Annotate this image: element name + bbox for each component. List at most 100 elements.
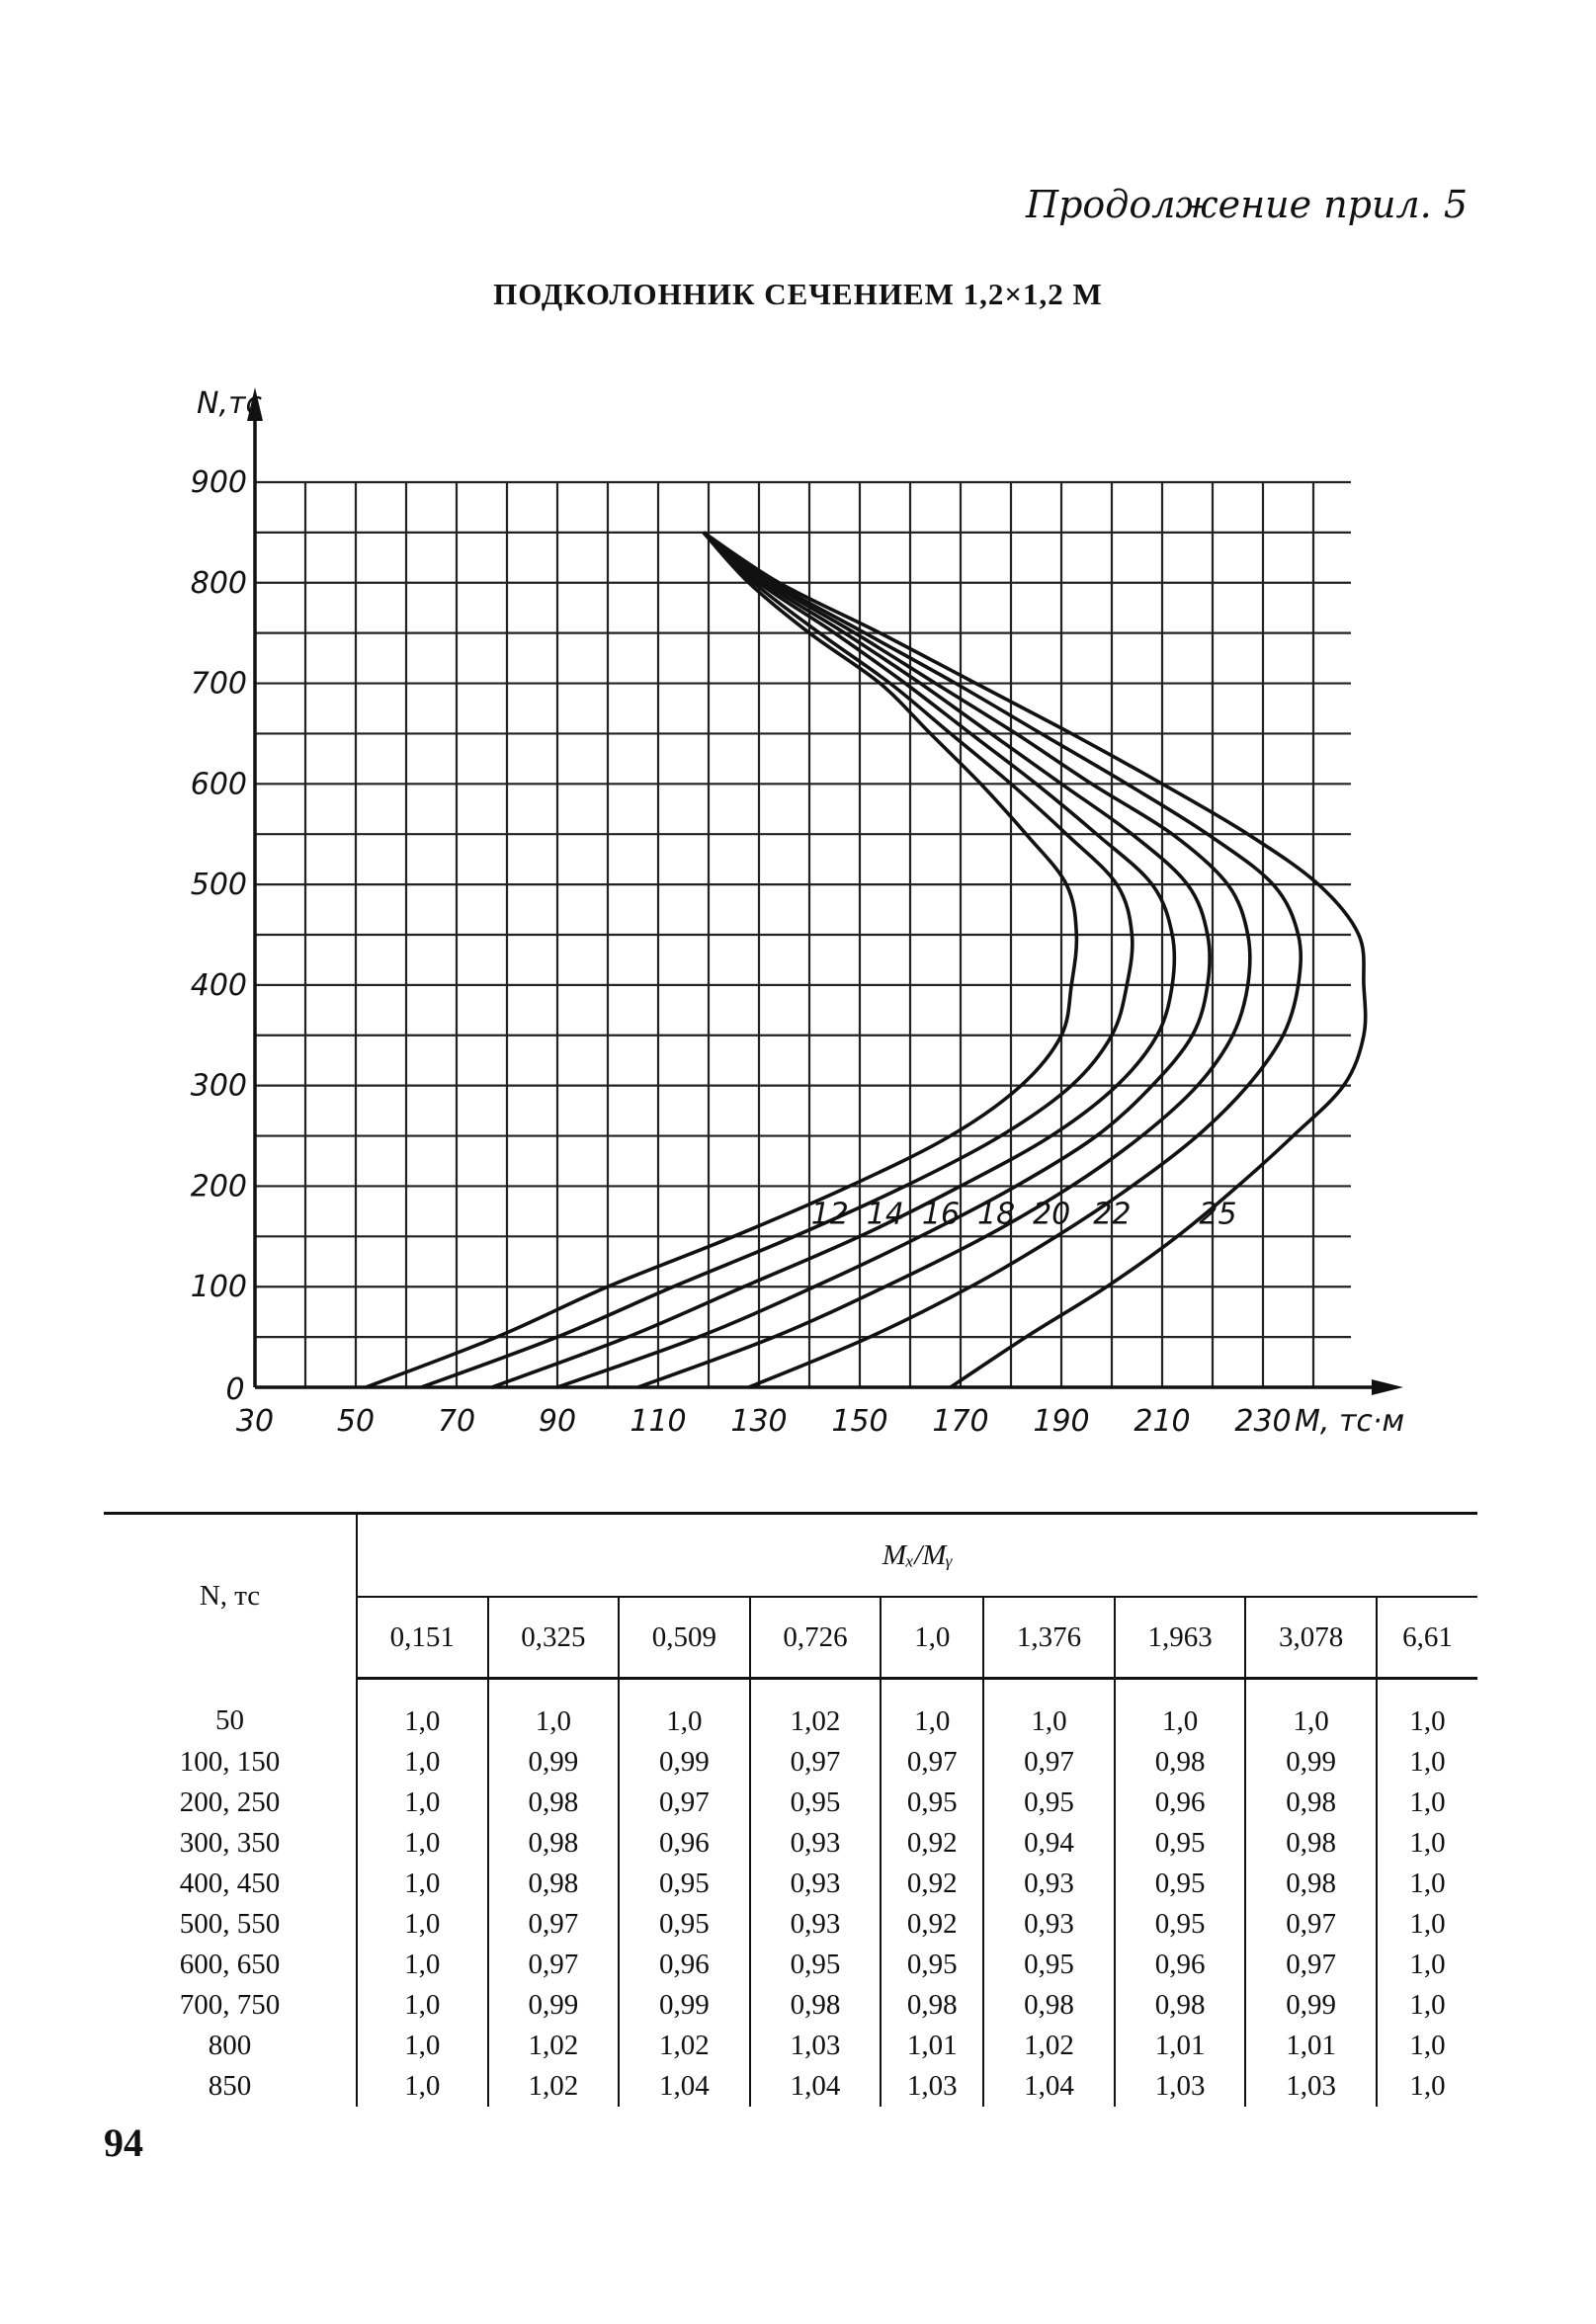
x-tick-label: 150	[831, 1404, 887, 1439]
table-cell: 1,0	[1113, 1678, 1246, 1742]
curve-12	[365, 531, 1079, 1389]
table-column-headers: 0,151 0,325 0,509 0,726 1,0 1,376 1,963 3,078 6,…	[104, 1596, 1477, 1680]
page-number: 94	[104, 2120, 143, 2165]
table-cell: 1,0	[1244, 1678, 1377, 1742]
y-tick-label: 100	[191, 1270, 247, 1304]
table-header-row: N, тс Mₓ/Mᵧ	[104, 1512, 1477, 1679]
table-cell: 1,02	[618, 2026, 750, 2066]
row-label: 300, 350	[104, 1823, 358, 1864]
x-tick-label: 190	[1033, 1404, 1089, 1439]
table-cell: 0,97	[748, 1742, 882, 1783]
table-cell: 1,04	[748, 2066, 882, 2107]
table-cell: 0,98	[982, 1985, 1115, 2026]
row-label: 700, 750	[104, 1985, 358, 2026]
column-header: 0,509	[618, 1596, 750, 1680]
table-cell: 0,92	[880, 1823, 984, 1864]
table-cell: 0,97	[880, 1742, 984, 1783]
table-cell: 0,95	[880, 1783, 984, 1823]
y-axis-arrow	[247, 387, 263, 421]
column-header: 1,376	[982, 1596, 1115, 1680]
table-cell: 1,01	[880, 2026, 984, 2066]
table-cell: 0,99	[618, 1985, 750, 2026]
row-label: 800	[104, 2026, 358, 2066]
table-cell: 0,98	[1113, 1985, 1246, 2026]
table-row: 300, 350 1,0 0,98 0,96 0,93 0,92 0,94 0,95 0,98 1…	[104, 1823, 1477, 1864]
table-cell: 1,0	[1375, 1945, 1477, 1985]
interaction-chart: 30 50 70 90 110 130 150 170 190 210 23010020030040…	[191, 386, 1404, 1439]
table-cell: 0,98	[486, 1783, 620, 1823]
table-cell: 1,0	[1375, 1678, 1477, 1742]
table-cell: 1,02	[748, 1678, 882, 1742]
table-cell: 0,98	[1244, 1823, 1377, 1864]
table-cell: 1,0	[982, 1678, 1115, 1742]
x-tick-label: 230	[1234, 1404, 1291, 1439]
table-cell: 0,95	[618, 1864, 750, 1904]
x-axis-label: M, тс·м	[1295, 1404, 1404, 1439]
table-cell: 0,93	[982, 1904, 1115, 1945]
table-cell: 1,0	[404, 1746, 441, 1778]
curve-16	[491, 531, 1177, 1389]
column-header: 3,078	[1244, 1596, 1377, 1680]
table-cell: 1,0	[880, 1678, 984, 1742]
table-cell: 1,01	[1244, 2026, 1377, 2066]
table-cell: 1,03	[1244, 2066, 1377, 2107]
table-body: 50 1,0 1,0 1,0 1,02 1,0 1,0 1,0 1,0 1,0 100, 150 1,…	[104, 1678, 1477, 2107]
table-cell: 0,97	[1244, 1904, 1377, 1945]
table-cell: 0,92	[880, 1864, 984, 1904]
curve-label-20: 20	[1033, 1197, 1070, 1231]
table-cell: 0,99	[486, 1742, 620, 1783]
row-label: 400, 450	[104, 1864, 358, 1904]
table-cell: 1,04	[982, 2066, 1115, 2107]
table-cell: 0,93	[748, 1864, 882, 1904]
table-cell: 1,0	[486, 1678, 620, 1742]
table-cell: 1,0	[404, 2030, 441, 2061]
y-tick-label: 500	[191, 868, 247, 902]
table-cell: 0,99	[618, 1742, 750, 1783]
curve-label-22: 22	[1093, 1197, 1131, 1231]
table-cell: 0,98	[880, 1985, 984, 2026]
table-cell: 1,0	[1375, 1985, 1477, 2026]
table-row: 400, 450 1,0 0,98 0,95 0,93 0,92 0,93 0,95 0,98 1…	[104, 1864, 1477, 1904]
y-tick-label: 600	[191, 767, 247, 801]
chart-grid	[255, 480, 1351, 1387]
table-cell: 0,96	[1113, 1783, 1246, 1823]
table-cell: 0,97	[618, 1783, 750, 1823]
x-tick-label: 210	[1134, 1404, 1190, 1439]
table-cell: 0,97	[1244, 1945, 1377, 1985]
table-cell: 0,95	[982, 1783, 1115, 1823]
table-cell: 1,02	[486, 2026, 620, 2066]
x-axis-arrow	[1372, 1379, 1403, 1395]
curve-label-25: 25	[1199, 1197, 1236, 1231]
column-header: 0,151	[357, 1596, 488, 1680]
table-cell: 1,0	[404, 1989, 441, 2021]
table-cell: 0,95	[982, 1945, 1115, 1985]
ratio-header: Mₓ/Mᵧ	[357, 1512, 1477, 1597]
table-cell: 0,93	[982, 1864, 1115, 1904]
table-cell: 1,0	[404, 1868, 441, 1899]
table-cell: 1,0	[1375, 1742, 1477, 1783]
x-tick-label: 130	[730, 1404, 787, 1439]
table-cell: 1,0	[404, 2070, 441, 2102]
x-tick-label: 70	[438, 1404, 475, 1439]
table-cell: 1,0	[404, 1786, 441, 1818]
table-cell: 1,0	[404, 1949, 441, 1980]
y-tick-label: 400	[191, 968, 247, 1003]
table-cell: 0,96	[618, 1823, 750, 1864]
table-row: 100, 150 1,0 0,99 0,99 0,97 0,97 0,97 0,98 0,99 1…	[104, 1742, 1477, 1783]
curve-18	[556, 531, 1212, 1389]
row-label: 850	[104, 2066, 358, 2107]
table-cell: 1,04	[618, 2066, 750, 2107]
page-title: ПОДКОЛОННИК СЕЧЕНИЕМ 1,2×1,2 М	[493, 277, 1103, 311]
coefficient-table: N, тс Mₓ/Mᵧ 0,151 0,325 0,509 0,726 1,0 1,376…	[104, 1512, 1477, 2107]
table-cell: 0,94	[982, 1823, 1115, 1864]
appendix-continuation-heading: Продолжение прил. 5	[1025, 183, 1468, 226]
table-cell: 0,95	[880, 1945, 984, 1985]
table-cell: 1,0	[1375, 1823, 1477, 1864]
x-tick-label: 110	[630, 1404, 686, 1439]
table-row: 850 1,0 1,02 1,04 1,04 1,03 1,04 1,03 1,03 1,0	[104, 2066, 1477, 2107]
table-row: 800 1,0 1,02 1,02 1,03 1,01 1,02 1,01 1,01 1,0	[104, 2026, 1477, 2066]
table-row: 200, 250 1,0 0,98 0,97 0,95 0,95 0,95 0,96 0,98 1…	[104, 1783, 1477, 1823]
curve-label-14: 14	[867, 1197, 904, 1231]
table-cell: 1,0	[404, 1827, 441, 1859]
row-header-n: N, тс	[104, 1512, 358, 1679]
